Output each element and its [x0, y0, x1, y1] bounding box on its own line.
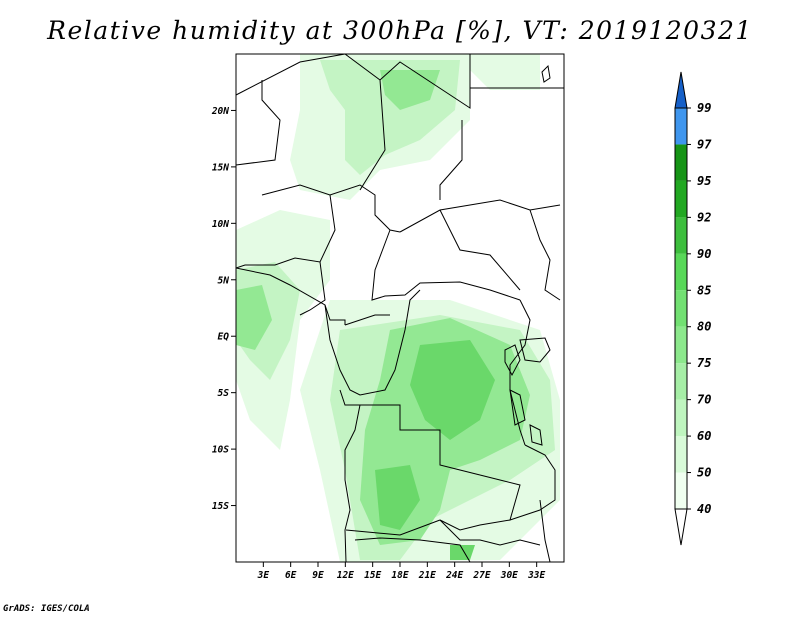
- humidity-shading: [236, 54, 560, 562]
- lon-tick-label: 18E: [391, 570, 408, 581]
- longitude-axis: 3E 6E 9E 12E 15E 18E 21E 24E 27E 30E 33E: [257, 562, 546, 581]
- lon-tick-label: 30E: [500, 570, 518, 581]
- colorbar-label: 70: [697, 393, 711, 407]
- humidity-shade-85: [375, 340, 495, 560]
- colorbar-label: 75: [697, 356, 711, 370]
- lon-tick-label: 21E: [418, 570, 436, 581]
- lat-tick-label: 15S: [212, 501, 229, 512]
- lat-tick-label: 20N: [211, 106, 229, 117]
- lon-tick-label: 33E: [527, 570, 545, 581]
- colorbar-box: [675, 436, 687, 473]
- lon-tick-label: 3E: [257, 570, 270, 581]
- colorbar-label: 99: [697, 101, 711, 115]
- colorbar-box: [675, 180, 687, 218]
- lat-tick-label: EQ: [218, 332, 230, 343]
- lat-tick-label: 10S: [212, 445, 229, 456]
- lat-tick-label: 5S: [218, 388, 230, 399]
- colorbar-box: [675, 108, 687, 145]
- colorbar-box: [675, 399, 687, 437]
- colorbar-label: 92: [697, 210, 711, 224]
- colorbar-box: [675, 217, 687, 254]
- colorbar-label: 97: [697, 137, 712, 151]
- lat-tick-label: 15N: [212, 162, 229, 173]
- lon-tick-label: 9E: [312, 570, 324, 581]
- colorbar-label: 60: [697, 429, 711, 443]
- map-title: Relative humidity at 300hPa [%], VT: 201…: [47, 16, 753, 45]
- colorbar-label: 90: [697, 247, 711, 261]
- colorbar-box: [675, 472, 687, 509]
- colorbar-label: 85: [697, 283, 711, 297]
- lon-tick-label: 24E: [445, 570, 463, 581]
- latitude-axis: 20N 15N 10N 5N EQ 5S 10S 15S: [211, 106, 236, 512]
- colorbar-low-triangle: [674, 508, 688, 546]
- colorbar-label: 50: [697, 466, 711, 480]
- colorbar-label: 80: [697, 320, 711, 334]
- lon-tick-label: 27E: [472, 570, 490, 581]
- colorbar-box: [675, 326, 687, 364]
- lon-tick-label: 6E: [285, 570, 297, 581]
- colorbar-label: 40: [697, 502, 711, 516]
- lon-tick-label: 12E: [337, 570, 354, 581]
- colorbar-high-triangle: [674, 71, 688, 109]
- country-borders: [236, 54, 564, 562]
- grads-credit: GrADS: IGES/COLA: [3, 604, 90, 614]
- colorbar-box: [675, 290, 687, 327]
- colorbar-label: 95: [697, 174, 711, 188]
- colorbar-box: [675, 253, 687, 291]
- colorbar-outline: [674, 107, 688, 510]
- colorbar-box: [675, 144, 687, 181]
- lat-tick-label: 10N: [212, 219, 229, 230]
- lat-tick-label: 5N: [218, 275, 230, 286]
- lon-tick-label: 15E: [364, 570, 381, 581]
- colorbar: 40 50 60 70 75 80 85 90 92 95 97 99: [674, 71, 712, 546]
- colorbar-box: [675, 363, 687, 400]
